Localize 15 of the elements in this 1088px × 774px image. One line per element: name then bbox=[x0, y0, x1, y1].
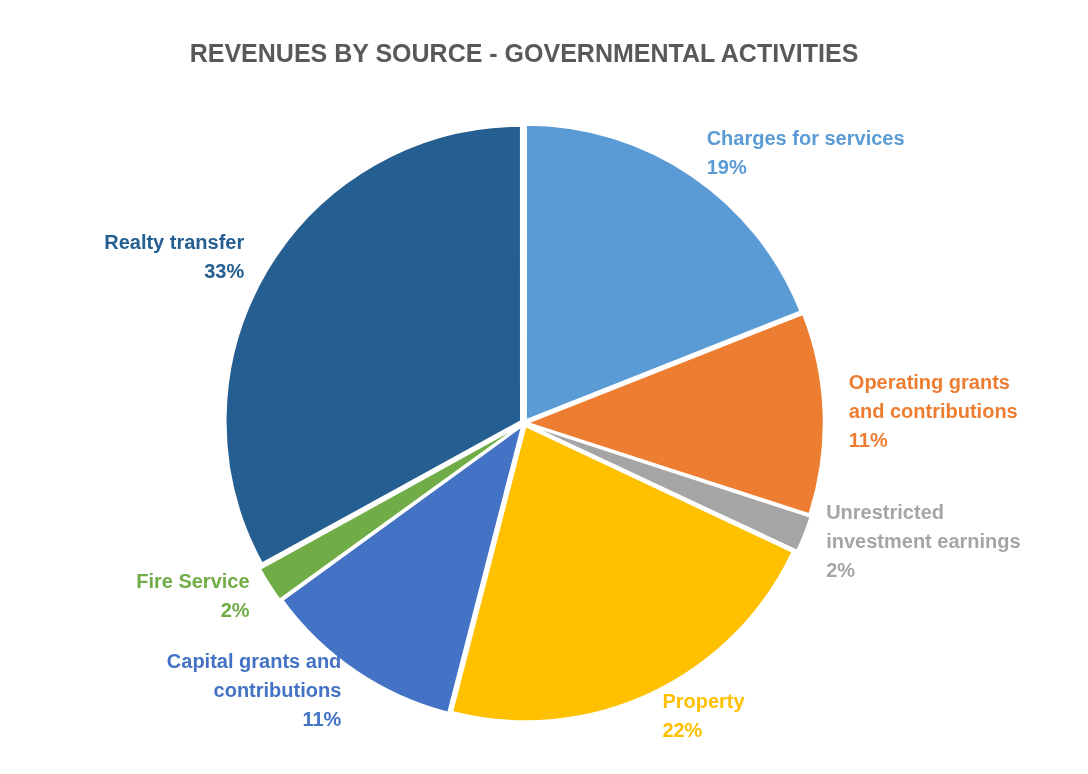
data-label: 2% bbox=[220, 599, 250, 622]
data-label: 11% bbox=[302, 708, 342, 731]
slice-label: Capital grants and contributions bbox=[166, 650, 342, 702]
data-label: 2% bbox=[826, 559, 856, 582]
slice-label: Operating grants and contributions bbox=[848, 371, 1018, 423]
data-label: 33% bbox=[204, 259, 245, 282]
slice-label: Unrestricted investment earnings bbox=[826, 501, 1021, 553]
data-label: 22% bbox=[662, 719, 703, 742]
slice-label: Charges for services bbox=[706, 127, 905, 150]
slice-label: Fire Service bbox=[136, 570, 250, 593]
slice-label: Realty transfer bbox=[104, 230, 245, 253]
chart-title: REVENUES BY SOURCE - GOVERNMENTAL ACTIVITIES bbox=[189, 38, 859, 67]
slice-label: Property bbox=[662, 690, 746, 713]
data-label: 11% bbox=[848, 429, 888, 452]
data-label: 19% bbox=[706, 156, 747, 179]
